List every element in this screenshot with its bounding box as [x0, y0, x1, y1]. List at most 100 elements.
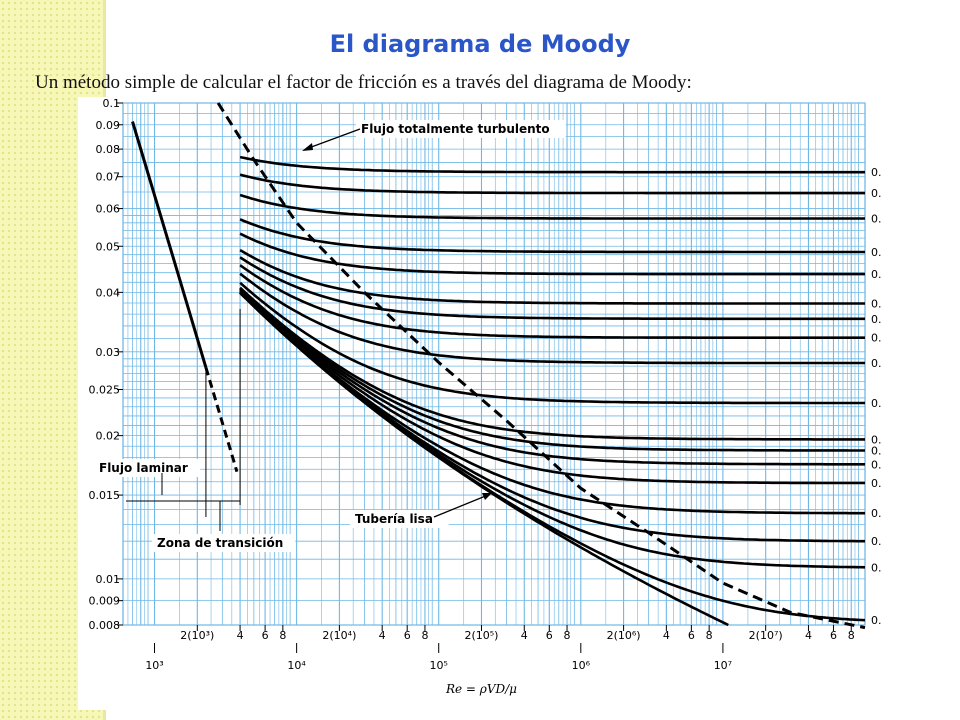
slide-title: El diagrama de Moody	[329, 30, 631, 58]
annotation-laminar: Flujo laminar	[94, 459, 201, 477]
moody-diagram: 0.1 0.09 0.08 0.07 0.06 0.05 0.04 0.03 0.025 0.02…	[89, 97, 883, 696]
tick-labels: 0.1 0.09 0.08 0.07 0.06 0.05 0.04 0.03 0.025 0.02…	[89, 97, 883, 696]
laminar-dashed-line	[204, 367, 239, 473]
roughness-label: 0.0004	[871, 477, 882, 490]
annotation-arrow-smooth	[433, 494, 489, 518]
y-tick-label: 0.008	[89, 619, 121, 632]
y-tick-label: 0.03	[96, 346, 121, 359]
roughness-label: 0.015	[871, 268, 882, 281]
roughness-curve-0.0008	[239, 287, 865, 452]
roughness-label: 0.006	[871, 332, 882, 345]
x-decade-label: 10⁴	[287, 659, 306, 672]
roughness-label: 0.0002	[871, 507, 882, 520]
x-decade-label: 10³	[145, 659, 163, 672]
roughness-curve-0.006	[239, 264, 865, 339]
x-tick-label: 4	[663, 629, 670, 642]
roughness-curve-0.001	[239, 286, 865, 441]
arrowhead	[482, 493, 492, 500]
x-tick-label: 8	[421, 629, 428, 642]
annotation-transition-text: Zona de transición	[157, 536, 283, 550]
curves	[131, 102, 866, 630]
annotation-arrow-turbulent	[305, 128, 361, 150]
y-tick-label: 0.08	[96, 143, 121, 156]
roughness-curve-0.01	[239, 248, 865, 305]
x-tick-label: 8	[848, 629, 855, 642]
moody-chart-panel: 0.1 0.09 0.08 0.07 0.06 0.05 0.04 0.03 0.025 0.02…	[78, 97, 882, 710]
roughness-curve-0.02	[239, 218, 865, 254]
x-tick-label: 4	[379, 629, 386, 642]
roughness-label: 0.0001	[871, 535, 882, 548]
roughness-label: 0.00001	[871, 614, 882, 627]
x-tick-label: 8	[706, 629, 713, 642]
roughness-curve-0.0002	[239, 290, 865, 515]
annotation-laminar-text: Flujo laminar	[99, 461, 188, 475]
roughness-curve-0.03	[239, 193, 865, 220]
roughness-label: 0.001	[871, 433, 882, 446]
y-tick-label: 0.09	[96, 119, 121, 132]
x-tick-label: 4	[237, 629, 244, 642]
x-tick-label: 6	[688, 629, 695, 642]
fully-turbulent-boundary-line	[216, 102, 866, 630]
x-tick-label: 2(10⁷)	[749, 629, 783, 642]
y-tick-label: 0.05	[96, 240, 121, 253]
x-axis-label: Re = ρVD/μ	[445, 682, 517, 696]
annotations: Flujo totalmente turbulento Flujo laminar…	[94, 120, 566, 552]
roughness-label: 0.008	[871, 313, 882, 326]
roughness-curve-0.002	[239, 281, 865, 405]
x-tick-label: 6	[546, 629, 553, 642]
roughness-curve-0.0004	[239, 289, 865, 485]
roughness-label: 0.0008	[871, 444, 882, 457]
annotation-smooth-pipe: Tubería lisa	[350, 510, 449, 528]
roughness-label: 0.01	[871, 297, 882, 310]
x-tick-label: 6	[404, 629, 411, 642]
slide-subtitle: Un método simple de calcular el factor d…	[35, 72, 692, 93]
roughness-label: 0.05	[871, 166, 882, 179]
roughness-curve-0.04	[239, 173, 865, 195]
x-tick-label: 8	[564, 629, 571, 642]
roughness-curve-0.015	[239, 232, 865, 276]
y-tick-label: 0.07	[96, 171, 121, 184]
x-decade-label: 10⁷	[714, 659, 732, 672]
x-tick-label: 4	[805, 629, 812, 642]
roughness-curve-0.0006	[239, 288, 865, 466]
annotation-laminar-bg	[94, 459, 201, 477]
roughness-curve-0.004	[239, 272, 865, 365]
roughness-curve-0.00005	[239, 291, 866, 569]
laminar-flow-line	[131, 121, 208, 368]
arrowhead	[302, 143, 313, 151]
roughness-curve-0.008	[239, 256, 865, 321]
y-tick-label: 0.009	[89, 595, 121, 608]
roughness-curve-0.05	[239, 155, 865, 174]
y-tick-label: 0.015	[89, 489, 121, 502]
y-tick-label: 0.02	[96, 430, 121, 443]
roughness-label: 0.00005	[871, 561, 882, 574]
x-tick-label: 2(10⁵)	[464, 629, 498, 642]
roughness-label: 0.0006	[871, 458, 882, 471]
x-tick-label: 6	[262, 629, 269, 642]
x-tick-label: 2(10⁶)	[607, 629, 641, 642]
roughness-label: 0.03	[871, 213, 882, 226]
y-tick-label: 0.04	[96, 286, 121, 299]
annotation-fully-turbulent-text: Flujo totalmente turbulento	[361, 122, 550, 136]
annotation-transition: Zona de transición	[152, 534, 296, 552]
annotation-smooth-pipe-text: Tubería lisa	[355, 512, 433, 526]
x-decade-label: 10⁵	[430, 659, 448, 672]
roughness-label: 0.02	[871, 246, 882, 259]
annotation-smooth-pipe-bg	[350, 510, 449, 528]
x-tick-label: 4	[521, 629, 528, 642]
x-tick-label: 2(10³)	[180, 629, 214, 642]
x-tick-label: 8	[279, 629, 286, 642]
x-decade-label: 10⁶	[572, 659, 591, 672]
annotation-fully-turbulent-bg	[356, 120, 566, 138]
y-tick-label: 0.025	[89, 384, 121, 397]
annotation-fully-turbulent: Flujo totalmente turbulento	[356, 120, 566, 138]
roughness-label: 0.002	[871, 397, 882, 410]
x-tick-label: 2(10⁴)	[322, 629, 356, 642]
roughness-label: 0.004	[871, 357, 882, 370]
annotation-transition-bg	[152, 534, 296, 552]
y-tick-label: 0.1	[103, 97, 121, 110]
y-tick-label: 0.01	[96, 573, 121, 586]
y-tick-label: 0.06	[96, 203, 121, 216]
x-tick-label: 6	[830, 629, 837, 642]
smooth-pipe-curve	[239, 291, 729, 627]
